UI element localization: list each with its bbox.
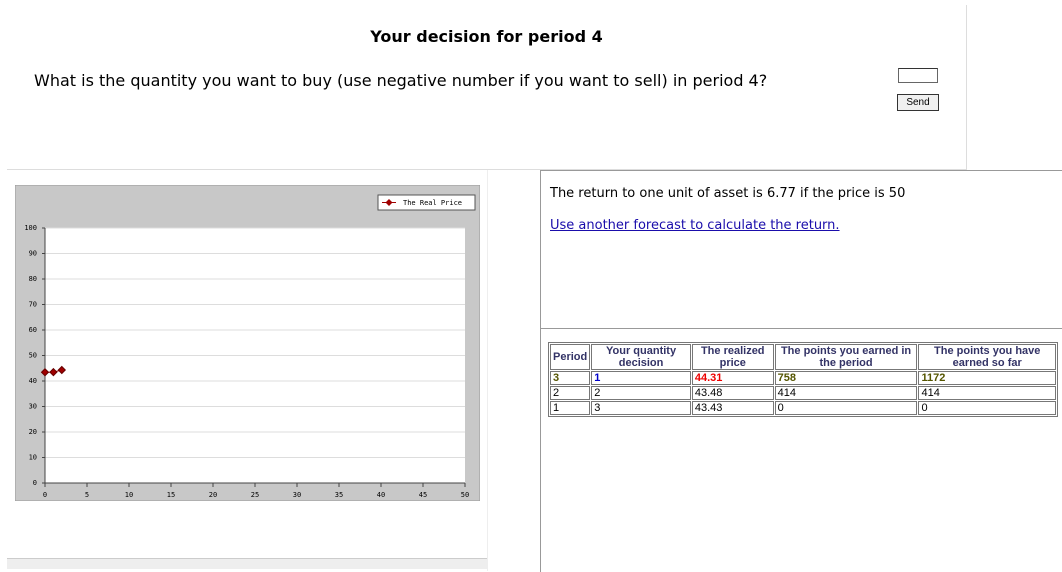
price-marker	[57, 365, 67, 375]
x-tick-label: 30	[293, 491, 301, 499]
send-button[interactable]: Send	[897, 94, 939, 111]
x-tick-label: 20	[209, 491, 217, 499]
x-tick-label: 40	[377, 491, 385, 499]
x-tick-label: 5	[85, 491, 89, 499]
x-tick-label: 35	[335, 491, 343, 499]
quantity-input[interactable]	[898, 68, 938, 83]
scrollbar[interactable]	[7, 558, 487, 569]
history-table: Period Your quantity decision The realized…	[548, 342, 1058, 417]
forecast-link[interactable]: Use another forecast to calculate the re…	[550, 218, 840, 233]
data-row: 3 1 44.31 758 1172	[550, 371, 1056, 385]
x-tick-label: 45	[419, 491, 427, 499]
y-tick-label: 90	[29, 250, 37, 258]
x-tick-label: 15	[167, 491, 175, 499]
data-cell: 2	[550, 386, 591, 400]
data-row: 2 2 43.48 414 414	[550, 386, 1056, 400]
y-tick-label: 50	[29, 352, 37, 360]
header-cell: Period	[550, 344, 591, 370]
price-marker	[49, 367, 58, 377]
x-tick-label: 25	[251, 491, 259, 499]
legend-marker	[385, 199, 393, 206]
data-row: 1 3 43.43 0 0	[550, 401, 1056, 415]
data-cell: 758	[774, 371, 918, 385]
data-cell: 1	[591, 371, 691, 385]
data-cell: 414	[774, 386, 918, 400]
question: What is the quantity you want to buy (us…	[34, 71, 768, 90]
data-cell: 2	[591, 386, 691, 400]
header-cell: The points you earned in the period	[774, 344, 918, 370]
data-cell: 3	[591, 401, 691, 415]
data-cell: 0	[774, 401, 918, 415]
chart: 0 10 20 30 40 50 60 70 80 90 100 0 5 10 15 20 25 30 35 40 45…	[15, 185, 480, 501]
header-row: Period Your quantity decision The realized…	[550, 344, 1056, 370]
y-tick-label: 70	[29, 301, 37, 309]
y-tick-label: 0	[33, 479, 37, 487]
data-cell: 44.31	[691, 371, 774, 385]
y-tick-label: 60	[29, 326, 37, 334]
data-cell: 43.48	[691, 386, 774, 400]
data-cell: 414	[918, 386, 1056, 400]
x-tick-label: 0	[43, 491, 47, 499]
data-cell: 1172	[918, 371, 1056, 385]
x-tick-label: 10	[125, 491, 133, 499]
data-cell: 43.43	[691, 401, 774, 415]
data-cell: 3	[550, 371, 591, 385]
y-tick-label: 20	[29, 428, 37, 436]
chart-panel	[7, 170, 488, 571]
y-tick-label: 100	[24, 224, 37, 232]
y-tick-label: 40	[29, 377, 37, 385]
return-text: The return to one unit of asset is 6.77 …	[550, 186, 906, 201]
header-cell: The points you have earned so far	[918, 344, 1056, 370]
legend-label: The Real Price	[403, 199, 462, 207]
y-tick-label: 10	[29, 454, 37, 462]
x-tick-label: 50	[461, 491, 469, 499]
data-cell: 0	[918, 401, 1056, 415]
header-cell: The realized price	[691, 344, 774, 370]
y-tick-label: 80	[29, 275, 37, 283]
data-cell: 1	[550, 401, 591, 415]
price-marker	[40, 368, 50, 377]
decision-title: Your decision for period 4	[370, 27, 603, 46]
decision-panel: Your decision for period 4 What is the q…	[7, 5, 967, 170]
divider	[540, 328, 1062, 329]
header-cell: Your quantity decision	[591, 344, 691, 370]
legend-box	[377, 194, 476, 211]
y-tick-label: 30	[29, 403, 37, 411]
info-panel	[540, 170, 1062, 572]
